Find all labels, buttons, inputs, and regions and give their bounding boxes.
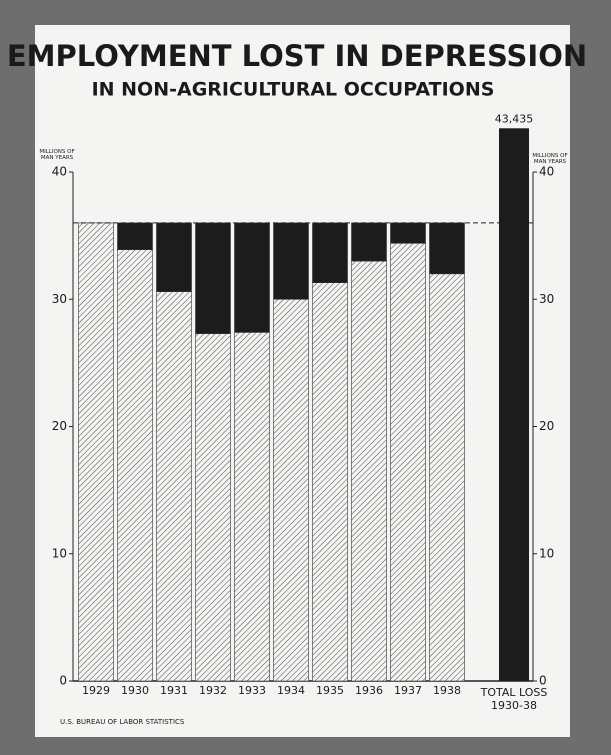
lost-bar — [312, 222, 348, 284]
employed-bar — [312, 282, 348, 682]
employed-bar — [390, 242, 426, 682]
lost-bar — [390, 222, 426, 244]
employed-bar — [156, 291, 192, 682]
x-tick-label: 1937 — [394, 684, 422, 697]
lost-bar — [117, 222, 153, 250]
employed-bar — [429, 273, 465, 682]
source: U.S. BUREAU OF LABOR STATISTICS — [60, 718, 185, 726]
x-tick-label: 1931 — [160, 684, 188, 697]
y-axis-label: MILLIONS OF MAN YEARS — [39, 149, 75, 162]
y2-tick-label: 20 — [539, 419, 554, 433]
total-value-label: 43,435 — [495, 112, 534, 125]
lost-bar — [234, 222, 270, 333]
lost-bar — [156, 222, 192, 292]
x-tick-label: 1934 — [277, 684, 305, 697]
employed-bar — [273, 298, 309, 682]
y-tick-label: 30 — [52, 292, 67, 306]
lost-bar — [195, 222, 231, 334]
y-tick-label: 0 — [59, 674, 67, 688]
x-tick-label: 1935 — [316, 684, 344, 697]
total-label: TOTAL LOSS 1930-38 — [480, 686, 548, 712]
lost-bar — [273, 222, 309, 300]
lost-bar — [351, 222, 387, 262]
total-bar — [499, 128, 529, 682]
y2-tick-label: 40 — [539, 165, 554, 179]
x-tick-label: 1930 — [121, 684, 149, 697]
y2-tick-label: 10 — [539, 546, 554, 560]
x-tick-label: 1936 — [355, 684, 383, 697]
employed-bar — [78, 222, 114, 682]
x-tick-label: 1933 — [238, 684, 266, 697]
lost-bar — [429, 222, 465, 275]
y-tick-label: 20 — [52, 419, 67, 433]
y-tick-label: 10 — [52, 546, 67, 560]
x-tick-label: 1929 — [82, 684, 110, 697]
y2-tick-label: 30 — [539, 292, 554, 306]
employed-bar — [117, 249, 153, 682]
employed-bar — [234, 332, 270, 682]
y-tick-label: 40 — [52, 165, 67, 179]
y2-tick-label: 0 — [539, 674, 547, 688]
x-tick-label: 1938 — [433, 684, 461, 697]
employed-bar — [351, 260, 387, 682]
y2-axis-label: MILLIONS OF MAN YEARS — [532, 153, 568, 166]
chart-title: EMPLOYMENT LOST IN DEPRESSION — [7, 39, 587, 73]
x-tick-label: 1932 — [199, 684, 227, 697]
chart-subtitle: IN NON-AGRICULTURAL OCCUPATIONS — [92, 79, 495, 101]
employed-bar — [195, 333, 231, 682]
